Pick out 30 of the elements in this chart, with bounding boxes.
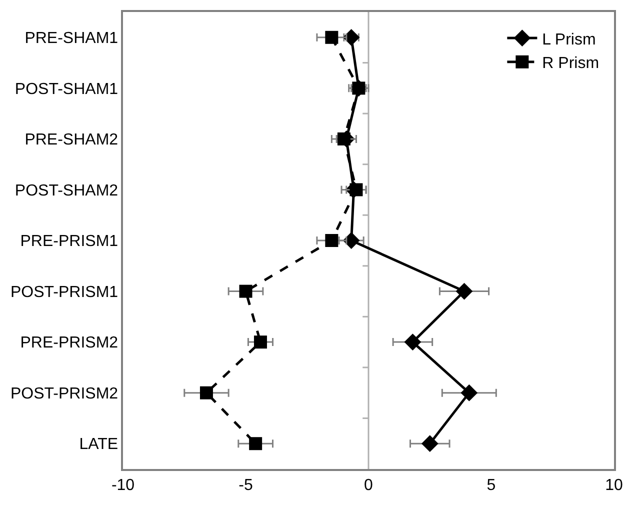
legend-label: R Prism <box>542 55 600 72</box>
point <box>421 435 438 452</box>
x-tick-label: 10 <box>605 476 623 494</box>
point <box>350 183 363 196</box>
point <box>337 132 350 146</box>
x-tick-label: 0 <box>364 476 374 494</box>
point <box>254 336 267 349</box>
point <box>456 282 473 300</box>
x-tick-label: -10 <box>111 476 135 494</box>
point <box>200 386 213 400</box>
y-tick-label: POST-SHAM2 <box>14 182 118 200</box>
legend-label: L Prism <box>542 31 596 48</box>
y-tick-label: PRE-SHAM2 <box>24 132 118 149</box>
y-tick-label: PRE-PRISM1 <box>20 233 118 250</box>
point <box>460 384 478 402</box>
point <box>239 284 252 298</box>
point <box>404 334 422 351</box>
y-tick-label: POST-PRISM1 <box>10 284 118 301</box>
point <box>325 234 338 247</box>
point <box>249 437 262 450</box>
y-tick-label: PRE-PRISM2 <box>20 334 118 352</box>
y-tick-label: POST-SHAM1 <box>14 80 118 98</box>
point <box>342 28 360 46</box>
x-tick-label: 5 <box>486 476 496 494</box>
point <box>325 30 338 44</box>
y-tick-label: LATE <box>79 436 118 454</box>
y-tick-label: POST-PRISM2 <box>10 385 118 402</box>
point <box>342 232 360 249</box>
y-tick-label: PRE-SHAM1 <box>24 30 118 47</box>
x-tick-label: -5 <box>238 476 253 494</box>
